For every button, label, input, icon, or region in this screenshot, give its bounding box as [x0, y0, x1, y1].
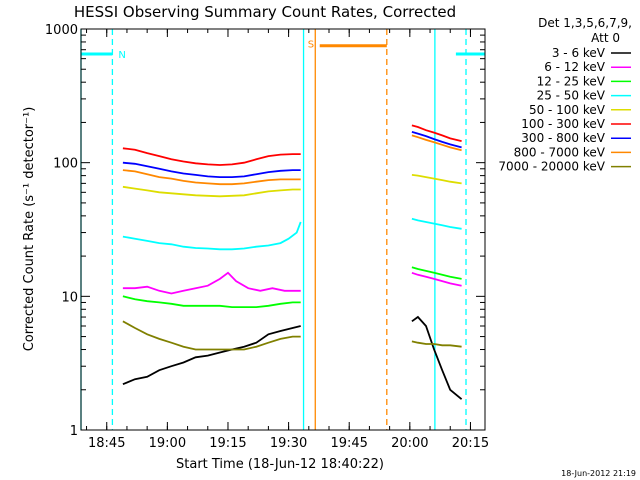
series-line-8-0	[122, 320, 301, 351]
x-axis-label: Start Time (18-Jun-12 18:40:22)	[176, 457, 384, 472]
legend-label-5: 100 - 300 keV	[521, 117, 605, 131]
flag-label-s: S	[308, 40, 314, 51]
series-line-8-1	[411, 340, 462, 348]
x-tick-label-5: 20:00	[391, 436, 428, 451]
legend-label-4: 50 - 100 keV	[529, 103, 606, 117]
series-line-2-1	[411, 266, 462, 280]
series-line-6-1	[411, 131, 462, 149]
plot-frame	[80, 28, 486, 431]
legend-label-2: 12 - 25 keV	[537, 74, 606, 88]
series-3	[122, 217, 462, 251]
series-line-5-1	[411, 124, 462, 142]
series-5	[122, 124, 462, 166]
series-line-2-0	[122, 295, 301, 309]
series-0	[122, 315, 463, 400]
series-line-3-1	[411, 217, 462, 230]
footer-timestamp: 18-Jun-2012 21:19	[561, 469, 636, 478]
y-tick-label-2: 100	[53, 157, 78, 172]
series-line-1-0	[122, 271, 301, 295]
legend-label-3: 25 - 50 keV	[537, 89, 606, 103]
series-6	[122, 131, 462, 179]
series-2	[122, 266, 462, 309]
series-line-0-0	[122, 325, 301, 386]
flag-label-n: N	[118, 50, 125, 61]
series-4	[122, 174, 462, 198]
x-tick-label-3: 19:30	[270, 436, 307, 451]
y-axis-label: Corrected Count Rate (s⁻¹ detector⁻¹)	[22, 107, 37, 352]
series-layer	[122, 124, 463, 400]
legend-label-7: 800 - 7000 keV	[514, 145, 606, 159]
series-line-1-1	[411, 271, 462, 287]
y-tick-label-3: 1000	[45, 23, 78, 38]
legend-header-detectors: Det 1,3,5,6,7,9,	[538, 16, 632, 30]
y-tick-label-0: 1	[70, 424, 78, 439]
legend-label-6: 300 - 800 keV	[521, 131, 605, 145]
series-line-6-0	[122, 161, 301, 179]
series-8	[122, 320, 462, 351]
x-tick-label-0: 18:45	[88, 436, 125, 451]
series-line-7-0	[122, 169, 301, 186]
x-tick-label-1: 19:00	[149, 436, 186, 451]
chart-title: HESSI Observing Summary Count Rates, Cor…	[74, 3, 456, 21]
x-axis-ticks: 18:45 19:00 19:15 19:30 19:45 20:00 20:15	[86, 29, 489, 451]
x-tick-label-4: 19:45	[330, 436, 367, 451]
annotations: NS	[80, 29, 485, 430]
series-line-3-0	[122, 221, 302, 251]
legend-header-attenuator: Att 0	[591, 31, 620, 45]
y-axis-ticks: 1 10 100 1000	[45, 23, 485, 439]
x-tick-label-2: 19:15	[209, 436, 246, 451]
legend-label-0: 3 - 6 keV	[552, 46, 606, 60]
series-line-5-0	[122, 147, 301, 166]
series-line-7-1	[411, 134, 462, 152]
series-line-4-0	[122, 185, 301, 198]
series-line-0-1	[411, 315, 463, 400]
series-7	[122, 134, 462, 186]
y-tick-label-1: 10	[61, 290, 78, 305]
legend-label-1: 6 - 12 keV	[544, 60, 606, 74]
series-1	[122, 271, 462, 295]
legend-label-8: 7000 - 20000 keV	[498, 160, 605, 174]
legend-header: Det 1,3,5,6,7,9, Att 0	[538, 16, 632, 45]
series-line-4-1	[411, 174, 462, 185]
x-tick-label-6: 20:15	[452, 436, 489, 451]
